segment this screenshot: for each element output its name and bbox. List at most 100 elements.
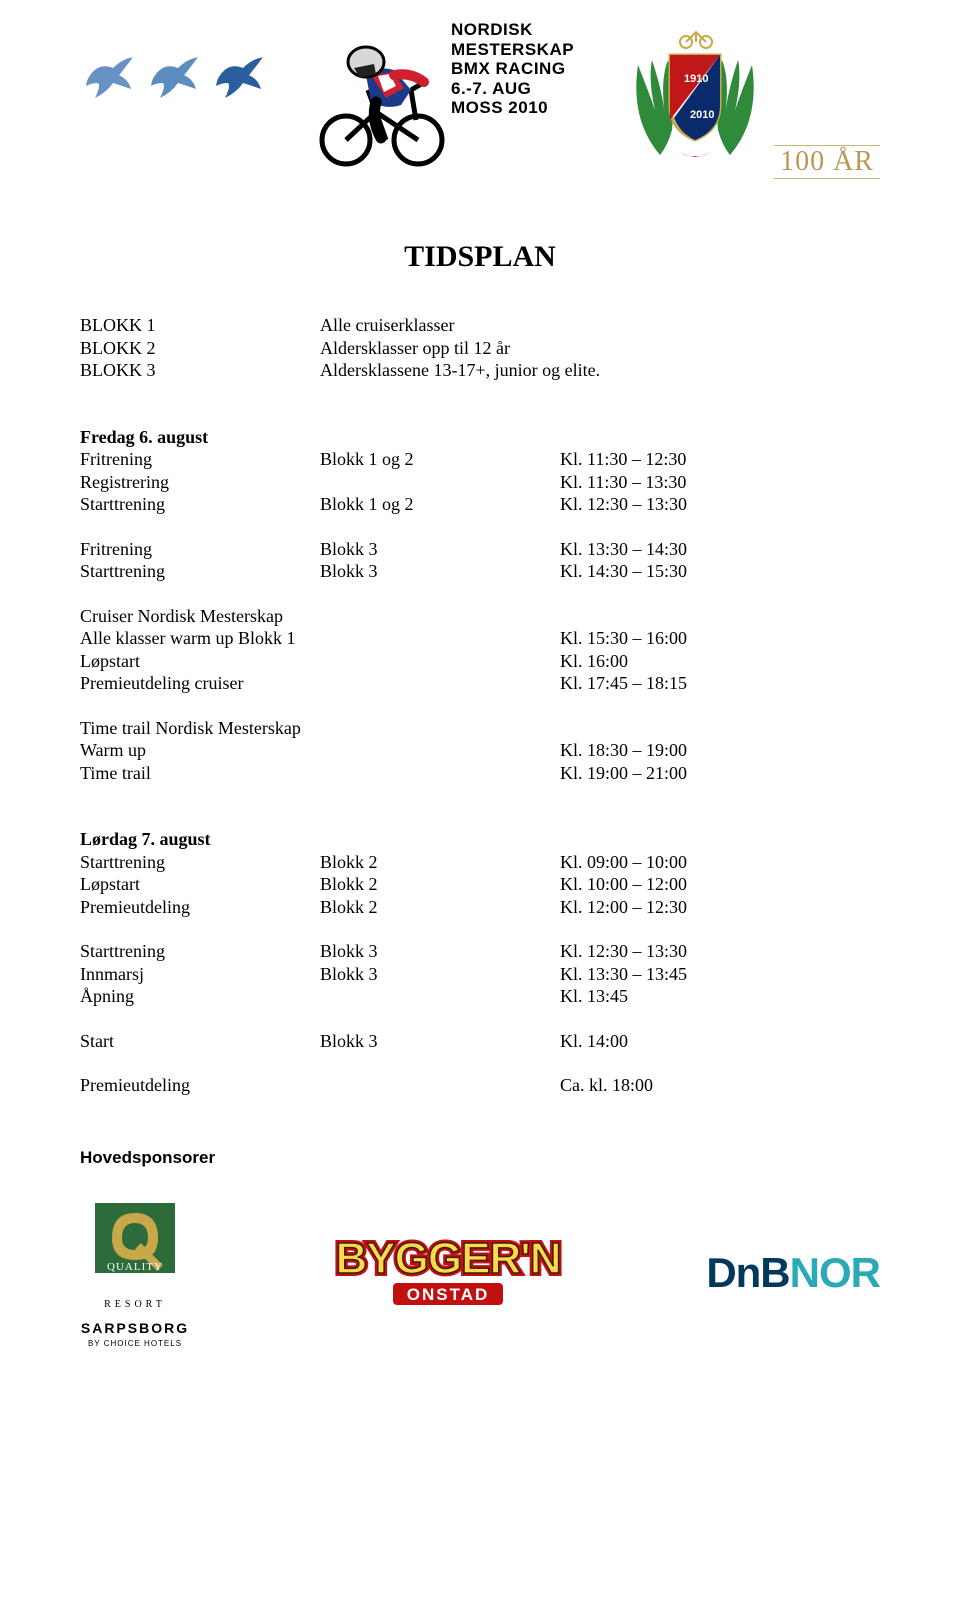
- col-label: Starttrening: [80, 851, 320, 874]
- bird-icon: [210, 50, 270, 110]
- schedule-row: BLOKK 1 Alle cruiserklasser: [80, 314, 880, 337]
- schedule-row: Starttrening Blokk 2 Kl. 09:00 – 10:00: [80, 851, 880, 874]
- bmx-rider-icon: [316, 20, 446, 170]
- col-label: Starttrening: [80, 560, 320, 583]
- col-block: Blokk 1 og 2: [320, 493, 560, 516]
- event-line: MOSS 2010: [451, 98, 574, 118]
- schedule-row: Starttrening Blokk 3 Kl. 12:30 – 13:30: [80, 940, 880, 963]
- sponsor-heading: Hovedsponsorer: [80, 1147, 880, 1168]
- col-block: Blokk 3: [320, 1030, 560, 1053]
- col-label: Starttrening: [80, 940, 320, 963]
- schedule-row: Starttrening Blokk 1 og 2 Kl. 12:30 – 13…: [80, 493, 880, 516]
- col-block: Blokk 2: [320, 873, 560, 896]
- col-time: Kl. 19:00 – 21:00: [560, 762, 880, 785]
- col-block: Blokk 3: [320, 538, 560, 561]
- sponsor-row: QUALITY RESORT SARPSBORG BY CHOICE HOTEL…: [80, 1198, 880, 1350]
- col-desc: Aldersklassene 13-17+, junior og elite.: [320, 359, 880, 382]
- byggern-icon: BYGGER'N BYGGER'N ONSTAD: [298, 1231, 598, 1311]
- schedule-row: Løpstart Kl. 16:00: [80, 650, 880, 673]
- event-line: MESTERSKAP: [451, 40, 574, 60]
- schedule-row: Fritrening Blokk 3 Kl. 13:30 – 14:30: [80, 538, 880, 561]
- year-badge: 100 ÅR: [774, 145, 880, 179]
- dnb-logo: DnBNOR: [706, 1247, 880, 1300]
- schedule-row: Start Blokk 3 Kl. 14:00: [80, 1030, 880, 1053]
- col-time: Kl. 14:00: [560, 1030, 880, 1053]
- col-label: Løpstart: [80, 873, 320, 896]
- col-label: Fritrening: [80, 538, 320, 561]
- dnb-text1: DnB: [706, 1249, 789, 1296]
- col-time: Kl. 16:00: [560, 650, 880, 673]
- col-time: Kl. 14:30 – 15:30: [560, 560, 880, 583]
- col-label: Løpstart: [80, 650, 560, 673]
- col-label: BLOKK 2: [80, 337, 320, 360]
- col-time: Ca. kl. 18:00: [560, 1074, 880, 1097]
- col-label: Starttrening: [80, 493, 320, 516]
- col-label: Innmarsj: [80, 963, 320, 986]
- col-block: Blokk 3: [320, 560, 560, 583]
- col-label: Time trail: [80, 762, 560, 785]
- col-time: Kl. 09:00 – 10:00: [560, 851, 880, 874]
- col-time: Kl. 18:30 – 19:00: [560, 739, 880, 762]
- col-label: Premieutdeling: [80, 1074, 320, 1097]
- col-label: Registrering: [80, 471, 320, 494]
- quality-q-icon: QUALITY: [80, 1198, 190, 1298]
- tt-heading: Time trail Nordisk Mesterskap: [80, 717, 880, 740]
- schedule-row: Fritrening Blokk 1 og 2 Kl. 11:30 – 12:3…: [80, 448, 880, 471]
- schedule-row: Starttrening Blokk 3 Kl. 14:30 – 15:30: [80, 560, 880, 583]
- page-title: TIDSPLAN: [80, 240, 880, 274]
- col-time: Kl. 12:00 – 12:30: [560, 896, 880, 919]
- saturday-heading: Lørdag 7. august: [80, 828, 880, 851]
- schedule-content: BLOKK 1 Alle cruiserklasser BLOKK 2 Alde…: [80, 314, 880, 1349]
- col-block: Blokk 3: [320, 940, 560, 963]
- bird-icon: [145, 50, 205, 110]
- header-logo-row: NORDISK MESTERSKAP BMX RACING 6.-7. AUG …: [80, 0, 880, 230]
- cruiser-heading: Cruiser Nordisk Mesterskap: [80, 605, 880, 628]
- dnb-text2: NOR: [790, 1249, 880, 1296]
- friday-heading: Fredag 6. august: [80, 426, 880, 449]
- col-block: [320, 985, 560, 1008]
- col-time: Kl. 11:30 – 13:30: [560, 471, 880, 494]
- schedule-row: Premieutdeling Ca. kl. 18:00: [80, 1074, 880, 1097]
- byggern-logo: BYGGER'N BYGGER'N ONSTAD: [298, 1231, 598, 1317]
- col-block: [320, 1074, 560, 1097]
- col-label: Premieutdeling cruiser: [80, 672, 560, 695]
- schedule-row: Løpstart Blokk 2 Kl. 10:00 – 12:00: [80, 873, 880, 896]
- event-line: 6.-7. AUG: [451, 79, 574, 99]
- col-label: BLOKK 1: [80, 314, 320, 337]
- svg-text:ONSTAD: ONSTAD: [407, 1285, 490, 1304]
- quality-logo: QUALITY RESORT SARPSBORG BY CHOICE HOTEL…: [80, 1198, 190, 1350]
- col-block: Blokk 2: [320, 896, 560, 919]
- svg-text:QUALITY: QUALITY: [107, 1261, 163, 1273]
- schedule-row: Warm up Kl. 18:30 – 19:00: [80, 739, 880, 762]
- col-time: Kl. 17:45 – 18:15: [560, 672, 880, 695]
- col-label: Åpning: [80, 985, 320, 1008]
- schedule-row: Premieutdeling cruiser Kl. 17:45 – 18:15: [80, 672, 880, 695]
- quality-byline: BY CHOICE HOTELS: [80, 1339, 190, 1349]
- svg-text:BYGGER'N: BYGGER'N: [336, 1234, 561, 1283]
- schedule-row: Premieutdeling Blokk 2 Kl. 12:00 – 12:30: [80, 896, 880, 919]
- col-label: BLOKK 3: [80, 359, 320, 382]
- quality-location: SARPSBORG: [80, 1320, 190, 1338]
- col-block: Blokk 2: [320, 851, 560, 874]
- col-time: Kl. 13:30 – 14:30: [560, 538, 880, 561]
- quality-resort: RESORT: [80, 1299, 190, 1312]
- schedule-row: Innmarsj Blokk 3 Kl. 13:30 – 13:45: [80, 963, 880, 986]
- col-desc: Aldersklasser opp til 12 år: [320, 337, 880, 360]
- schedule-row: BLOKK 2 Aldersklasser opp til 12 år: [80, 337, 880, 360]
- col-label: Alle klasser warm up Blokk 1: [80, 627, 560, 650]
- event-logo: NORDISK MESTERSKAP BMX RACING 6.-7. AUG …: [316, 20, 574, 170]
- col-time: Kl. 11:30 – 12:30: [560, 448, 880, 471]
- schedule-row: Åpning Kl. 13:45: [80, 985, 880, 1008]
- col-time: Kl. 12:30 – 13:30: [560, 493, 880, 516]
- schedule-row: Time trail Kl. 19:00 – 21:00: [80, 762, 880, 785]
- schedule-row: Registrering Kl. 11:30 – 13:30: [80, 471, 880, 494]
- col-label: Start: [80, 1030, 320, 1053]
- svg-text:2010: 2010: [690, 109, 714, 121]
- svg-text:1910: 1910: [684, 73, 708, 85]
- col-label: Premieutdeling: [80, 896, 320, 919]
- col-block: Blokk 3: [320, 963, 560, 986]
- schedule-row: BLOKK 3 Aldersklassene 13-17+, junior og…: [80, 359, 880, 382]
- col-label: Warm up: [80, 739, 560, 762]
- col-block: Blokk 1 og 2: [320, 448, 560, 471]
- event-text: NORDISK MESTERSKAP BMX RACING 6.-7. AUG …: [451, 20, 574, 118]
